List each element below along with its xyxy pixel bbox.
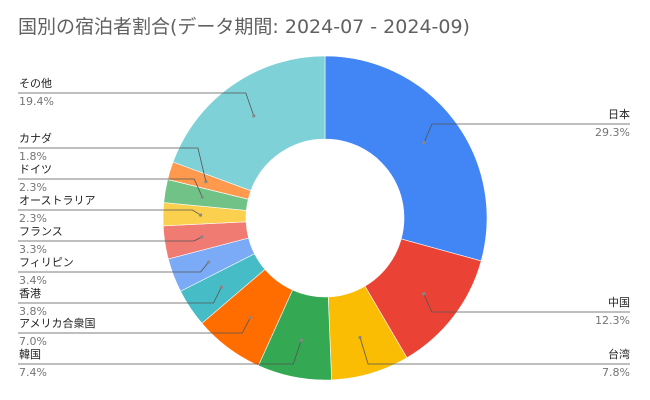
slice-value-9: 2.3% xyxy=(19,181,47,194)
leader-line-5 xyxy=(18,286,222,304)
slice-value-5: 3.8% xyxy=(19,305,47,318)
leader-line-8 xyxy=(18,209,201,216)
slice-label-8: オーストラリア xyxy=(19,194,95,207)
leader-lines-group xyxy=(18,92,630,365)
slice-label-4: アメリカ合衆国 xyxy=(19,316,95,330)
leader-dot-7 xyxy=(200,235,204,239)
slice-11 xyxy=(172,55,326,192)
leader-dot-11 xyxy=(252,114,256,118)
leader-dot-10 xyxy=(204,180,208,184)
leader-line-6 xyxy=(18,261,209,273)
slice-value-10: 1.8% xyxy=(19,150,47,163)
slice-label-11: その他 xyxy=(19,77,52,90)
slices-group xyxy=(162,55,488,381)
leader-dot-1 xyxy=(422,292,426,296)
slice-label-7: フランス xyxy=(19,225,63,238)
slice-value-3: 7.4% xyxy=(19,366,47,379)
slice-value-0: 29.3% xyxy=(595,126,630,139)
leader-line-3 xyxy=(18,340,302,365)
leader-line-0 xyxy=(423,123,630,143)
leader-line-10 xyxy=(18,147,207,182)
labels-group: 日本29.3%中国12.3%台湾7.8%韓国7.4%アメリカ合衆国7.0%香港3… xyxy=(19,77,630,379)
leader-dot-4 xyxy=(248,316,252,320)
slice-label-5: 香港 xyxy=(19,287,41,300)
leader-line-11 xyxy=(18,92,255,117)
leader-line-2 xyxy=(359,337,630,365)
slice-value-11: 19.4% xyxy=(19,95,54,108)
leader-dot-9 xyxy=(200,195,204,199)
slice-value-6: 3.4% xyxy=(19,274,47,287)
slice-label-0: 日本 xyxy=(608,107,630,121)
leader-line-4 xyxy=(18,317,251,334)
slice-0 xyxy=(324,55,488,262)
slice-value-4: 7.0% xyxy=(19,335,47,348)
slice-value-8: 2.3% xyxy=(19,212,47,225)
slice-label-10: カナダ xyxy=(19,131,52,145)
slice-label-3: 韓国 xyxy=(19,348,41,361)
slice-value-2: 7.8% xyxy=(602,366,630,379)
slice-label-6: フィリピン xyxy=(19,256,74,269)
leader-dot-8 xyxy=(198,213,203,217)
leader-line-9 xyxy=(18,178,203,198)
slice-value-1: 12.3% xyxy=(595,314,630,327)
slice-value-7: 3.3% xyxy=(19,243,47,256)
leader-dot-6 xyxy=(206,260,211,264)
chart-title: 国別の宿泊者割合(データ期間: 2024-07 - 2024-09) xyxy=(18,16,470,38)
leader-line-7 xyxy=(18,236,203,242)
slice-label-2: 台湾 xyxy=(608,347,630,361)
leader-dot-5 xyxy=(219,285,224,289)
leader-dot-3 xyxy=(299,338,303,342)
leader-line-1 xyxy=(423,293,630,313)
slice-label-9: ドイツ xyxy=(19,163,52,176)
slice-label-1: 中国 xyxy=(608,296,630,309)
leader-dot-0 xyxy=(422,140,426,145)
leader-dot-2 xyxy=(358,335,362,340)
